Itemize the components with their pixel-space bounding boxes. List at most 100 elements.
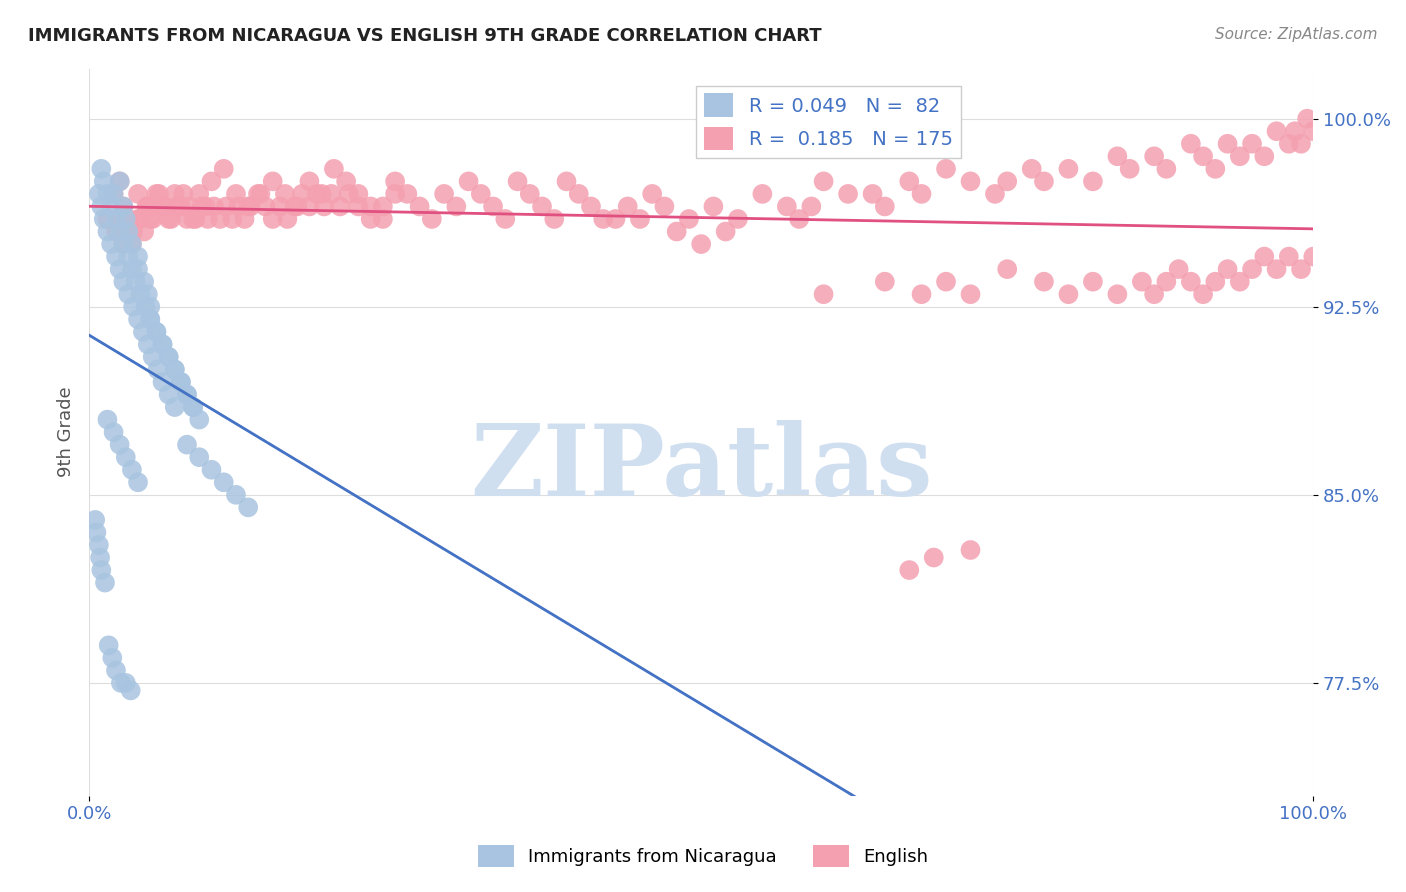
Point — [1107, 149, 1129, 163]
Point — [1192, 287, 1215, 301]
Point — [225, 186, 247, 201]
Point — [93, 174, 115, 188]
Point — [139, 312, 162, 326]
Point — [86, 525, 108, 540]
Point — [134, 275, 156, 289]
Point — [188, 412, 211, 426]
Point — [170, 199, 193, 213]
Point — [145, 186, 167, 201]
Text: ZIPatlas: ZIPatlas — [470, 420, 932, 517]
Point — [262, 174, 284, 188]
Point — [108, 225, 131, 239]
Point — [112, 199, 135, 213]
Point — [163, 400, 186, 414]
Point — [519, 186, 541, 201]
Point — [959, 287, 981, 301]
Point — [311, 186, 333, 201]
Point — [384, 186, 406, 201]
Point — [654, 199, 676, 213]
Point — [776, 199, 799, 213]
Point — [959, 543, 981, 558]
Point — [200, 174, 222, 188]
Point — [142, 211, 165, 226]
Point — [90, 199, 112, 213]
Point — [127, 475, 149, 490]
Point — [329, 199, 352, 213]
Point — [170, 375, 193, 389]
Point — [127, 250, 149, 264]
Point — [157, 350, 180, 364]
Point — [152, 337, 174, 351]
Point — [152, 199, 174, 213]
Point — [108, 174, 131, 188]
Point — [322, 161, 344, 176]
Point — [984, 186, 1007, 201]
Point — [97, 638, 120, 652]
Point — [181, 211, 204, 226]
Point — [1130, 275, 1153, 289]
Point — [690, 237, 713, 252]
Point — [714, 225, 737, 239]
Point — [139, 211, 162, 226]
Point — [117, 225, 139, 239]
Point — [89, 550, 111, 565]
Point — [1180, 136, 1202, 151]
Point — [1265, 124, 1288, 138]
Point — [121, 237, 143, 252]
Point — [108, 438, 131, 452]
Point — [228, 199, 250, 213]
Point — [157, 211, 180, 226]
Point — [254, 199, 277, 213]
Text: IMMIGRANTS FROM NICARAGUA VS ENGLISH 9TH GRADE CORRELATION CHART: IMMIGRANTS FROM NICARAGUA VS ENGLISH 9TH… — [28, 27, 821, 45]
Point — [408, 199, 430, 213]
Point — [145, 325, 167, 339]
Point — [132, 325, 155, 339]
Point — [568, 186, 591, 201]
Point — [1278, 136, 1301, 151]
Point — [862, 186, 884, 201]
Point — [433, 186, 456, 201]
Point — [1057, 287, 1080, 301]
Point — [122, 225, 145, 239]
Point — [117, 211, 139, 226]
Point — [176, 438, 198, 452]
Point — [494, 211, 516, 226]
Point — [1167, 262, 1189, 277]
Point — [543, 211, 565, 226]
Point — [122, 300, 145, 314]
Point — [482, 199, 505, 213]
Point — [1241, 136, 1264, 151]
Point — [105, 211, 128, 226]
Point — [184, 211, 207, 226]
Point — [1265, 262, 1288, 277]
Point — [170, 375, 193, 389]
Point — [321, 186, 343, 201]
Point — [108, 174, 131, 188]
Point — [112, 275, 135, 289]
Point — [1057, 161, 1080, 176]
Point — [212, 161, 235, 176]
Point — [305, 186, 328, 201]
Point — [112, 237, 135, 252]
Point — [555, 174, 578, 188]
Point — [197, 211, 219, 226]
Point — [233, 211, 256, 226]
Point — [873, 199, 896, 213]
Point — [1296, 112, 1319, 126]
Point — [262, 211, 284, 226]
Point — [995, 174, 1018, 188]
Point — [112, 237, 135, 252]
Point — [114, 211, 136, 226]
Point — [628, 211, 651, 226]
Point — [100, 199, 122, 213]
Point — [188, 186, 211, 201]
Point — [108, 262, 131, 277]
Point — [238, 500, 260, 515]
Point — [121, 262, 143, 277]
Point — [121, 463, 143, 477]
Point — [873, 275, 896, 289]
Point — [592, 211, 614, 226]
Point — [641, 186, 664, 201]
Point — [239, 199, 262, 213]
Point — [1081, 174, 1104, 188]
